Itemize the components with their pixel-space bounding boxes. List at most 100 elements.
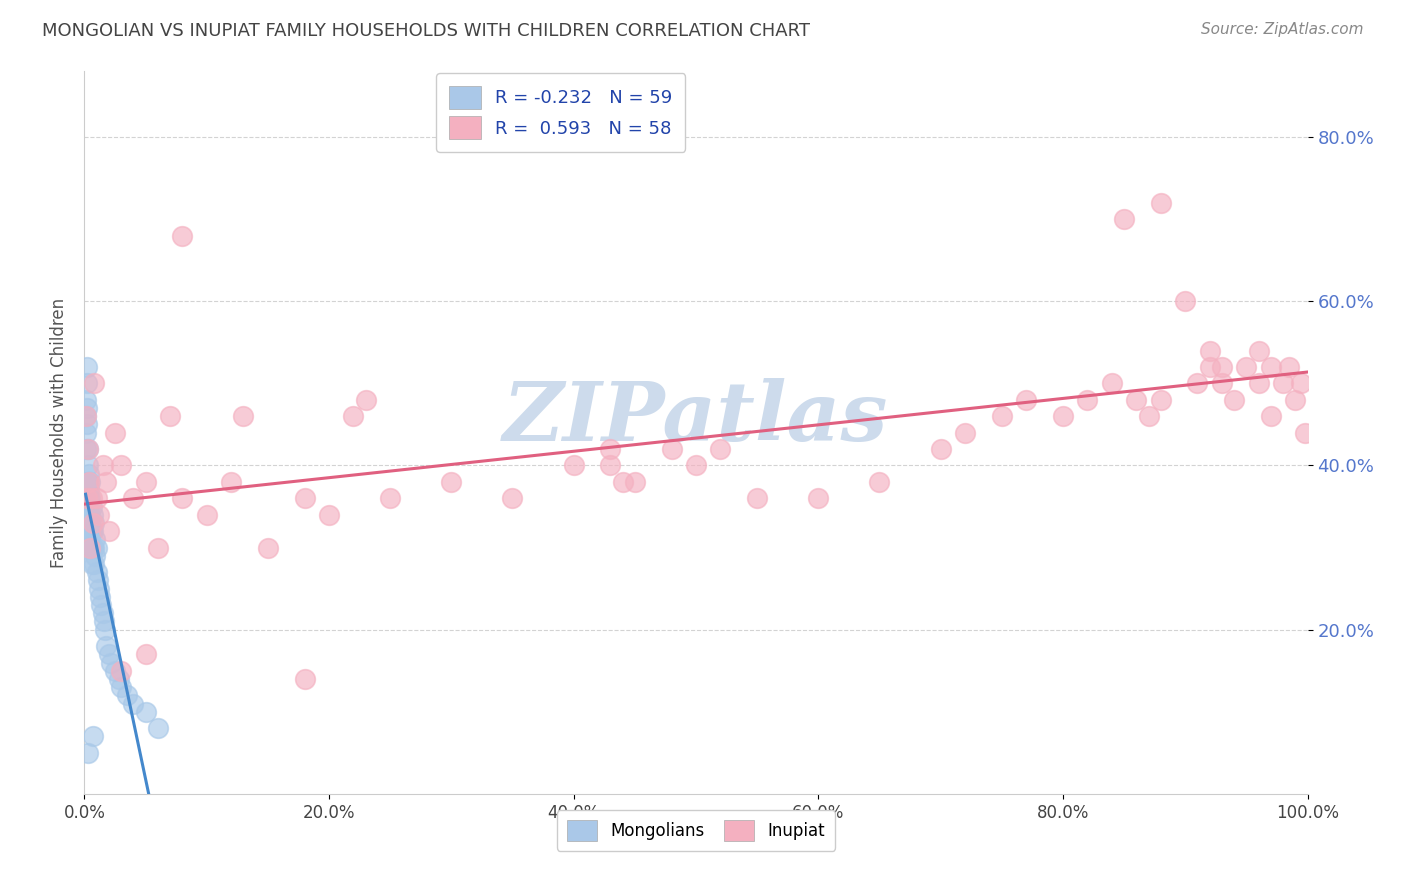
Point [159, 409, 181, 424]
Point [1272, 376, 1295, 391]
Point [257, 541, 280, 555]
Point [599, 442, 621, 456]
Point [86, 565, 108, 579]
Point [807, 491, 830, 506]
Point [97, 524, 120, 538]
Point [79, 541, 101, 555]
Point [75, 409, 97, 424]
Point [1223, 392, 1246, 407]
Point [869, 475, 891, 489]
Point [82, 541, 104, 555]
Point [1260, 359, 1282, 374]
Point [146, 721, 169, 735]
Point [80, 524, 103, 538]
Point [929, 442, 952, 456]
Point [77, 458, 100, 473]
Point [79, 491, 101, 506]
Point [624, 475, 647, 489]
Point [77, 475, 100, 489]
Text: MONGOLIAN VS INUPIAT FAMILY HOUSEHOLDS WITH CHILDREN CORRELATION CHART: MONGOLIAN VS INUPIAT FAMILY HOUSEHOLDS W… [42, 22, 810, 40]
Point [294, 672, 316, 686]
Point [318, 508, 340, 522]
Point [115, 689, 138, 703]
Point [100, 656, 122, 670]
Point [612, 475, 634, 489]
Point [354, 392, 377, 407]
Point [135, 648, 157, 662]
Point [172, 228, 194, 243]
Point [1174, 294, 1197, 309]
Point [110, 680, 132, 694]
Point [77, 475, 100, 489]
Point [76, 376, 98, 391]
Point [1150, 392, 1173, 407]
Point [79, 524, 101, 538]
Point [342, 409, 364, 424]
Point [122, 697, 145, 711]
Point [80, 541, 103, 555]
Point [77, 524, 100, 538]
Point [94, 623, 117, 637]
Point [77, 746, 100, 760]
Point [86, 491, 108, 506]
Point [93, 615, 115, 629]
Point [76, 475, 98, 489]
Point [219, 475, 242, 489]
Point [89, 590, 111, 604]
Point [1198, 343, 1220, 358]
Point [1247, 376, 1270, 391]
Point [1291, 376, 1313, 391]
Point [1150, 195, 1173, 210]
Point [77, 442, 100, 456]
Point [83, 557, 105, 571]
Point [77, 500, 100, 514]
Point [1247, 343, 1270, 358]
Point [82, 524, 104, 538]
Point [1137, 409, 1160, 424]
Point [80, 491, 103, 506]
Point [440, 475, 463, 489]
Point [685, 458, 707, 473]
Point [146, 541, 169, 555]
Point [90, 598, 112, 612]
Point [1211, 359, 1233, 374]
Point [1125, 392, 1147, 407]
Point [502, 491, 524, 506]
Point [135, 475, 157, 489]
Point [87, 582, 110, 596]
Point [562, 458, 585, 473]
Point [97, 648, 120, 662]
Point [91, 458, 114, 473]
Point [96, 475, 118, 489]
Point [380, 491, 402, 506]
Point [75, 392, 97, 407]
Point [76, 417, 98, 432]
Point [79, 508, 101, 522]
Point [1015, 392, 1038, 407]
Point [77, 508, 100, 522]
Point [76, 491, 98, 506]
Legend: Mongolians, Inupiat: Mongolians, Inupiat [557, 810, 835, 851]
Point [80, 500, 103, 514]
Point [1284, 392, 1306, 407]
Point [110, 458, 132, 473]
Point [87, 508, 110, 522]
Point [104, 664, 127, 678]
Point [87, 574, 110, 588]
Point [104, 425, 127, 440]
Point [1236, 359, 1258, 374]
Point [75, 425, 97, 440]
Point [107, 672, 129, 686]
Point [661, 442, 683, 456]
Point [76, 359, 98, 374]
Point [747, 491, 769, 506]
Point [86, 541, 108, 555]
Point [79, 516, 101, 530]
Point [77, 467, 100, 481]
Point [1278, 359, 1301, 374]
Point [1294, 425, 1316, 440]
Point [82, 508, 104, 522]
Point [84, 533, 107, 547]
Point [96, 639, 118, 653]
Point [709, 442, 731, 456]
